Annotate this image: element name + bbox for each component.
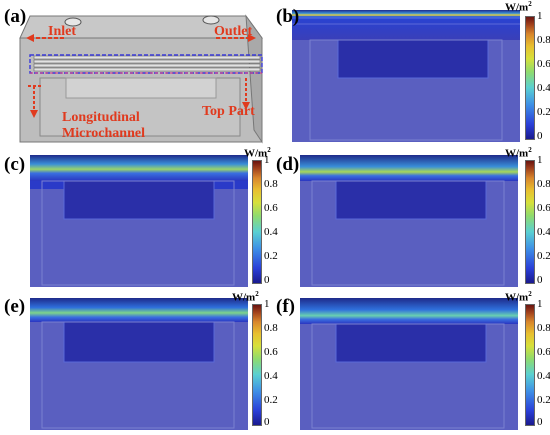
outlet-label: Outlet bbox=[214, 24, 253, 39]
panel-f-label: (f) bbox=[276, 296, 295, 317]
panel-c bbox=[30, 155, 248, 287]
top-part-label: Top Part bbox=[202, 104, 255, 119]
inlet-port bbox=[64, 17, 82, 27]
panel-c-label: (c) bbox=[4, 154, 26, 175]
colorbar-ticks-c: 1 0.8 0.6 0.4 0.2 0 bbox=[264, 154, 278, 286]
colorbar-ticks-f: 1 0.8 0.6 0.4 0.2 0 bbox=[537, 298, 550, 428]
colorbar-e bbox=[252, 304, 262, 426]
inlet-label: Inlet bbox=[48, 24, 76, 39]
channel-label-line2: Microchannel bbox=[62, 126, 145, 141]
panel-f bbox=[300, 298, 518, 430]
colorbar-unit-e: W/m2 bbox=[232, 290, 259, 304]
panel-d-label: (d) bbox=[276, 154, 300, 175]
panel-d bbox=[300, 155, 518, 287]
field-plot-d bbox=[300, 155, 518, 287]
colorbar-f bbox=[525, 304, 535, 426]
field-plot-b bbox=[292, 10, 520, 142]
colorbar-unit-c: W/m2 bbox=[244, 146, 271, 160]
channel-label-line1: Longitudinal bbox=[62, 110, 140, 125]
field-plot-f bbox=[300, 298, 518, 430]
colorbar-ticks-e: 1 0.8 0.6 0.4 0.2 0 bbox=[264, 298, 278, 428]
outlet-port bbox=[202, 15, 220, 25]
colorbar-b bbox=[525, 16, 535, 140]
colorbar-d bbox=[525, 160, 535, 284]
colorbar-unit-b: W/m2 bbox=[505, 0, 532, 14]
panel-e-label: (e) bbox=[4, 296, 26, 317]
panel-b bbox=[292, 10, 520, 142]
panel-e bbox=[30, 298, 248, 430]
panel-a: Inlet Outlet Top Part Longitudinal Micro… bbox=[0, 0, 270, 145]
field-plot-e bbox=[30, 298, 248, 430]
colorbar-c bbox=[252, 160, 262, 284]
panel-a-label: (a) bbox=[4, 6, 27, 27]
panel-b-label: (b) bbox=[276, 6, 300, 27]
colorbar-ticks-d: 1 0.8 0.6 0.4 0.2 0 bbox=[537, 154, 550, 286]
colorbar-ticks-b: 1 0.8 0.6 0.4 0.2 0 bbox=[537, 10, 550, 142]
schematic-drawing bbox=[0, 0, 270, 145]
colorbar-unit-f: W/m2 bbox=[505, 290, 532, 304]
field-plot-c bbox=[30, 155, 248, 287]
colorbar-unit-d: W/m2 bbox=[505, 146, 532, 160]
